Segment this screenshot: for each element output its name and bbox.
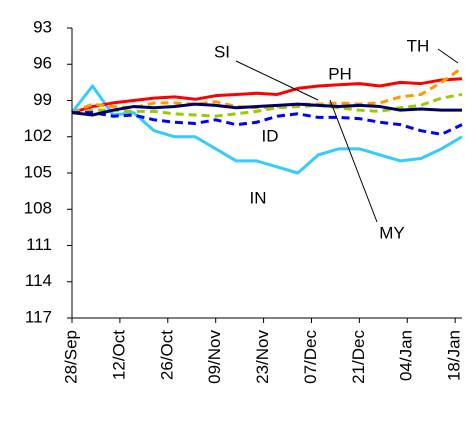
y-tick-label: 99	[33, 90, 52, 109]
series-label: ID	[262, 126, 279, 145]
x-tick-label: 23/Nov	[253, 330, 272, 384]
y-tick-label: 96	[33, 54, 52, 73]
leader-line	[329, 99, 378, 223]
y-tick-label: 105	[24, 162, 52, 181]
leader-line	[437, 48, 459, 64]
y-tick-label: 108	[24, 199, 52, 218]
y-tick-label: 114	[25, 271, 52, 290]
y-tick-label: 93	[33, 17, 52, 36]
x-tick-label: 28/Sep	[61, 330, 80, 384]
x-tick-label: 18/Jan	[445, 330, 464, 381]
series-label: SI	[214, 42, 230, 61]
series-label: PH	[328, 64, 352, 83]
leader-line	[235, 60, 319, 101]
x-tick-label: 04/Jan	[397, 330, 416, 381]
y-tick-label: 117	[25, 307, 52, 326]
x-tick-label: 12/Oct	[109, 330, 128, 380]
series-label: IN	[250, 188, 267, 207]
y-tick-label: 102	[24, 126, 52, 145]
series-label: MY	[379, 223, 405, 242]
x-tick-label: 07/Dec	[301, 330, 320, 384]
x-tick-label: 21/Dec	[349, 330, 368, 384]
series-line	[71, 102, 462, 117]
series-line	[72, 111, 463, 136]
x-tick-label: 26/Oct	[157, 330, 176, 380]
x-tick-label: 09/Nov	[205, 330, 224, 384]
y-tick-label: 111	[26, 235, 52, 254]
series-line	[71, 77, 463, 115]
series-label: TH	[407, 36, 430, 55]
